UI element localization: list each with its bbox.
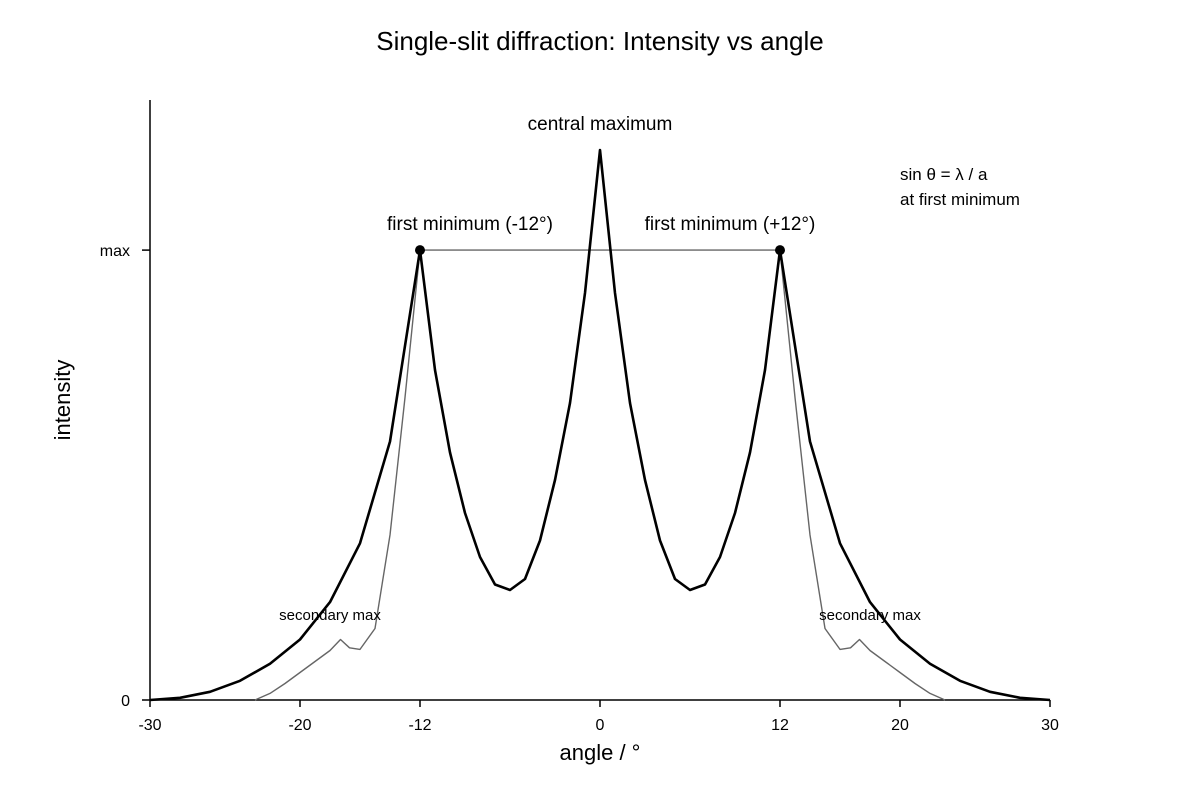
y-axis-title: intensity bbox=[50, 360, 75, 441]
x-tick-label: -12 bbox=[408, 717, 431, 734]
series-layer bbox=[149, 148, 1051, 702]
x-axis-title: angle / ° bbox=[560, 740, 641, 765]
note-line-1: sin θ = λ / a bbox=[900, 165, 988, 184]
marker-layer bbox=[415, 245, 785, 256]
annotation-first-minimum-right: first minimum (+12°) bbox=[645, 214, 816, 235]
x-tick-label: 0 bbox=[596, 717, 605, 734]
intensity-curve-secondary bbox=[254, 249, 946, 701]
y-tick-label: 0 bbox=[121, 693, 130, 710]
annotation-secondary-max-right: secondary max bbox=[819, 607, 921, 624]
x-tick-label: -30 bbox=[138, 717, 161, 734]
y-tick-label: max bbox=[100, 243, 130, 260]
annotation-secondary-max-left: secondary max bbox=[279, 607, 381, 624]
annotation-central-maximum: central maximum bbox=[528, 114, 673, 135]
first-minimum-marker bbox=[415, 245, 425, 256]
intensity-curve-main bbox=[149, 148, 1051, 702]
x-tick-label: -20 bbox=[288, 717, 311, 734]
note-line-2: at first minimum bbox=[900, 190, 1020, 209]
x-tick-label: 20 bbox=[891, 717, 909, 734]
y-ticks: 0 max bbox=[100, 243, 150, 710]
chart-title: Single-slit diffraction: Intensity vs an… bbox=[376, 26, 824, 56]
x-ticks: -30 -20 -12 0 12 20 30 bbox=[138, 700, 1059, 734]
x-tick-label: 12 bbox=[771, 717, 789, 734]
annotation-first-minimum-left: first minimum (-12°) bbox=[387, 214, 553, 235]
x-tick-label: 30 bbox=[1041, 717, 1059, 734]
first-minimum-marker bbox=[775, 245, 785, 256]
